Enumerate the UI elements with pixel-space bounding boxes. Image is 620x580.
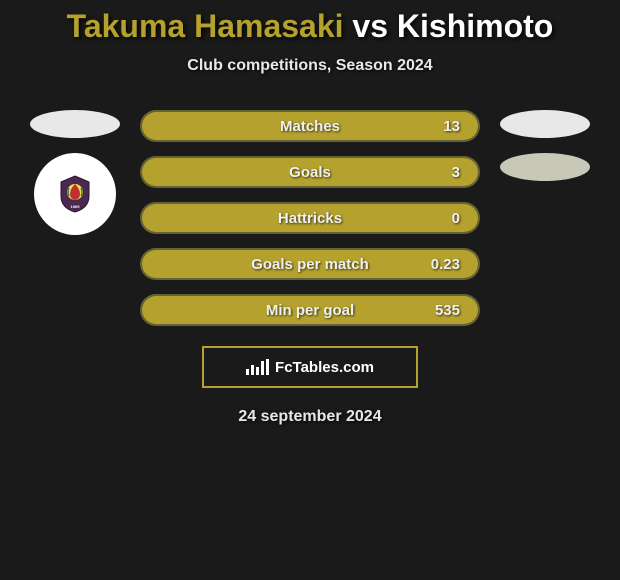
svg-text:1969: 1969 bbox=[71, 204, 81, 209]
stat-label: Goals per match bbox=[251, 256, 369, 273]
comparison-container: Takuma Hamasaki vs Kishimoto Club compet… bbox=[0, 0, 620, 426]
stat-value: 0.23 bbox=[431, 256, 460, 273]
stats-column: Matches 13 Goals 3 Hattricks 0 Goals per… bbox=[140, 110, 480, 326]
stat-label: Matches bbox=[280, 118, 340, 135]
stat-row-min-per-goal: Min per goal 535 bbox=[140, 294, 480, 326]
stat-label: Hattricks bbox=[278, 210, 342, 227]
stat-row-hattricks: Hattricks 0 bbox=[140, 202, 480, 234]
player2-placeholder-oval2 bbox=[500, 153, 590, 181]
date-text: 24 september 2024 bbox=[0, 408, 620, 426]
left-column: 1969 bbox=[25, 110, 125, 235]
player1-name: Takuma Hamasaki bbox=[67, 8, 344, 44]
page-title: Takuma Hamasaki vs Kishimoto bbox=[0, 8, 620, 45]
stat-row-matches: Matches 13 bbox=[140, 110, 480, 142]
brand-text: FcTables.com bbox=[275, 359, 374, 376]
stat-row-goals-per-match: Goals per match 0.23 bbox=[140, 248, 480, 280]
stat-value: 535 bbox=[435, 302, 460, 319]
right-column bbox=[495, 110, 595, 181]
player2-name: Kishimoto bbox=[397, 8, 553, 44]
player1-placeholder-oval bbox=[30, 110, 120, 138]
brand-box[interactable]: FcTables.com bbox=[202, 346, 418, 388]
stat-label: Goals bbox=[289, 164, 331, 181]
stat-value: 13 bbox=[443, 118, 460, 135]
stat-value: 3 bbox=[452, 164, 460, 181]
subtitle: Club competitions, Season 2024 bbox=[0, 57, 620, 75]
vs-text: vs bbox=[352, 8, 388, 44]
main-area: 1969 Matches 13 Goals 3 Hattricks 0 bbox=[0, 110, 620, 326]
chart-icon bbox=[246, 359, 269, 375]
team-badge-left: 1969 bbox=[34, 153, 116, 235]
stat-label: Min per goal bbox=[266, 302, 354, 319]
stat-row-goals: Goals 3 bbox=[140, 156, 480, 188]
club-crest-icon: 1969 bbox=[55, 174, 95, 214]
player2-placeholder-oval bbox=[500, 110, 590, 138]
stat-value: 0 bbox=[452, 210, 460, 227]
